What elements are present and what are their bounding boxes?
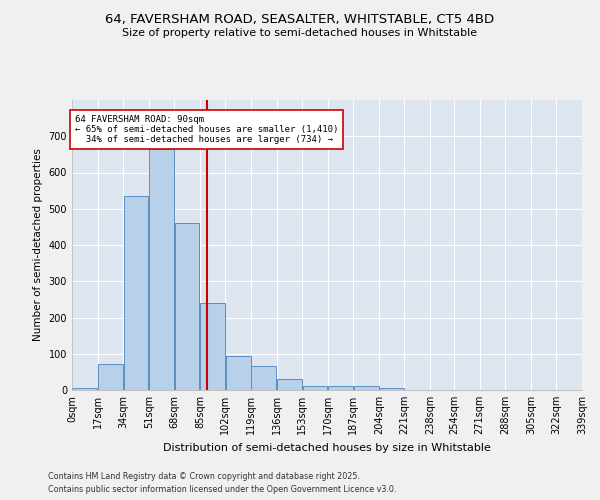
X-axis label: Distribution of semi-detached houses by size in Whitstable: Distribution of semi-detached houses by … [163, 442, 491, 452]
Text: 64 FAVERSHAM ROAD: 90sqm
← 65% of semi-detached houses are smaller (1,410)
  34%: 64 FAVERSHAM ROAD: 90sqm ← 65% of semi-d… [75, 114, 338, 144]
Text: Contains HM Land Registry data © Crown copyright and database right 2025.: Contains HM Land Registry data © Crown c… [48, 472, 360, 481]
Text: Size of property relative to semi-detached houses in Whitstable: Size of property relative to semi-detach… [122, 28, 478, 38]
Bar [379, 388, 404, 390]
Bar [98, 364, 123, 390]
Bar [226, 356, 251, 390]
Bar [200, 303, 225, 390]
Bar [302, 386, 328, 390]
Y-axis label: Number of semi-detached properties: Number of semi-detached properties [33, 148, 43, 342]
Bar [277, 379, 302, 390]
Bar [124, 196, 148, 390]
Bar [251, 366, 276, 390]
Bar [328, 386, 353, 390]
Bar [175, 223, 199, 390]
Bar [73, 388, 97, 390]
Bar [354, 386, 379, 390]
Text: 64, FAVERSHAM ROAD, SEASALTER, WHITSTABLE, CT5 4BD: 64, FAVERSHAM ROAD, SEASALTER, WHITSTABL… [106, 12, 494, 26]
Bar [149, 149, 174, 390]
Text: Contains public sector information licensed under the Open Government Licence v3: Contains public sector information licen… [48, 484, 397, 494]
